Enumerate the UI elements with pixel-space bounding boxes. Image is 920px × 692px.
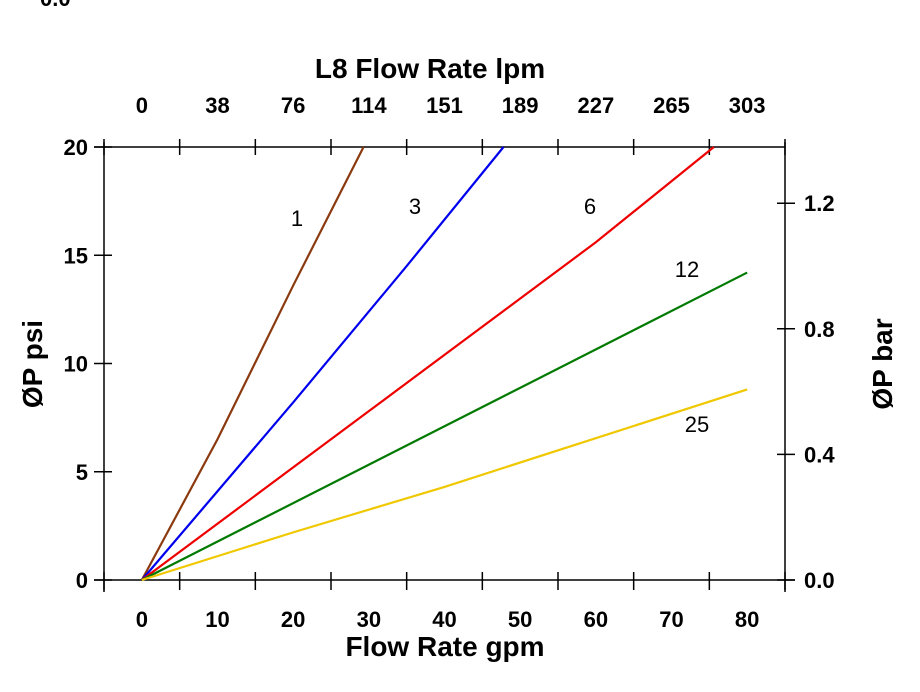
y-tick-label: 20	[64, 135, 88, 160]
y-axis-label: ØP psi	[17, 320, 48, 408]
x-tick-label: 60	[584, 607, 608, 632]
x-tick-label: 40	[432, 607, 456, 632]
y2-axis-label: ØP bar	[867, 318, 898, 409]
y2-tick-label: 0.8	[804, 317, 835, 342]
x2-tick-label: 114	[351, 93, 387, 118]
x2-tick-label: 76	[281, 93, 305, 118]
y2-tick-label: 0.4	[804, 442, 835, 467]
series-label-6: 6	[584, 194, 596, 219]
x-tick-label: 30	[357, 607, 381, 632]
series-line-6	[141, 146, 715, 581]
y-tick-label: 5	[76, 460, 88, 485]
y2-tick-label: 0.0	[804, 568, 835, 593]
fragment-text: 0.0	[40, 0, 71, 11]
series-line-25	[141, 388, 748, 582]
series-line-1	[140, 146, 365, 581]
y-tick-label: 0	[76, 568, 88, 593]
x-tick-label: 0	[136, 607, 148, 632]
series-label-25: 25	[685, 412, 709, 437]
x-axis-label: Flow Rate gpm	[345, 631, 544, 662]
series-line-3	[140, 146, 505, 581]
x2-tick-label: 189	[502, 93, 539, 118]
x2-tick-label: 38	[205, 93, 229, 118]
x2-tick-label: 265	[653, 93, 690, 118]
x2-tick-label: 0	[136, 93, 148, 118]
series-label-3: 3	[409, 194, 421, 219]
x-tick-label: 10	[205, 607, 229, 632]
series-label-1: 1	[291, 206, 303, 231]
x-tick-label: 20	[281, 607, 305, 632]
x2-tick-label: 151	[426, 93, 463, 118]
x-tick-label: 70	[659, 607, 683, 632]
x2-tick-label: 303	[729, 93, 766, 118]
x-tick-label: 50	[508, 607, 532, 632]
x2-tick-label: 227	[577, 93, 614, 118]
y-tick-label: 15	[64, 243, 88, 268]
chart-title: L8 Flow Rate lpm	[315, 53, 545, 84]
y-tick-label: 10	[64, 352, 88, 377]
x-tick-label: 80	[735, 607, 759, 632]
y2-tick-label: 1.2	[804, 191, 835, 216]
series-line-12	[141, 271, 748, 581]
series-label-12: 12	[675, 257, 699, 282]
